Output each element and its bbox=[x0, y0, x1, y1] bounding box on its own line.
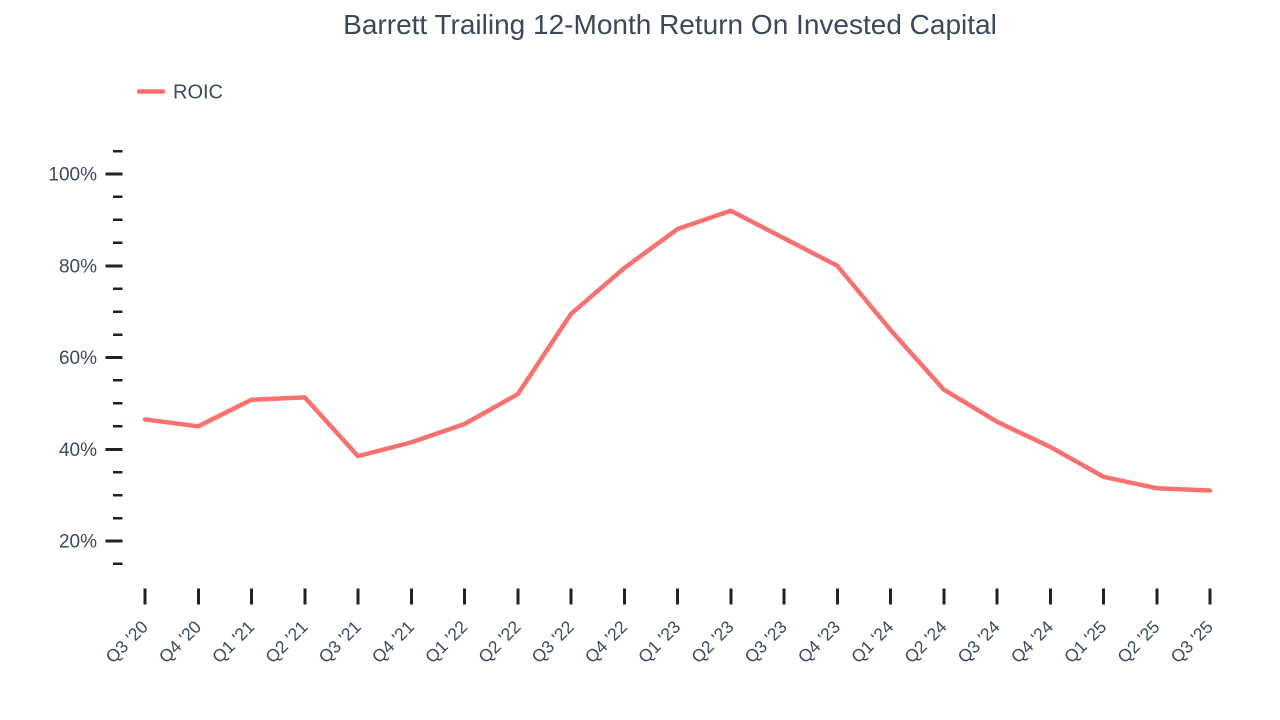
x-axis-label: Q2 '23 bbox=[687, 617, 737, 667]
x-axis-label: Q2 '24 bbox=[900, 616, 950, 666]
x-axis-label: Q2 '25 bbox=[1113, 617, 1163, 667]
x-axis-label: Q3 '24 bbox=[954, 616, 1004, 666]
x-axis-label: Q2 '22 bbox=[474, 617, 524, 667]
x-axis-label: Q2 '21 bbox=[261, 617, 311, 667]
x-axis-label: Q1 '22 bbox=[421, 617, 471, 667]
y-axis: 100% 80% 60% 40% 20% bbox=[48, 149, 123, 566]
x-axis-label: Q3 '25 bbox=[1167, 617, 1217, 667]
x-axis-label: Q1 '21 bbox=[208, 617, 258, 667]
y-axis-label: 60% bbox=[59, 348, 97, 369]
x-axis-label: Q3 '21 bbox=[315, 617, 365, 667]
chart-title: Barrett Trailing 12-Month Return On Inve… bbox=[343, 9, 997, 40]
x-axis-label: Q3 '23 bbox=[741, 617, 791, 667]
x-axis: Q3 '20 Q4 '20 Q1 '21 Q2 '21 Q3 '21 Q4 '21 Q1 '… bbox=[102, 588, 1217, 667]
x-axis-label: Q4 '24 bbox=[1007, 616, 1057, 666]
x-axis-label: Q3 '22 bbox=[528, 617, 578, 667]
x-axis-label: Q4 '23 bbox=[794, 617, 844, 667]
x-axis-label: Q4 '22 bbox=[581, 617, 631, 667]
y-axis-label: 100% bbox=[48, 165, 97, 186]
x-axis-label: Q4 '21 bbox=[368, 617, 418, 667]
legend-label: ROIC bbox=[173, 82, 223, 104]
legend: ROIC bbox=[136, 82, 223, 104]
x-axis-label: Q4 '20 bbox=[155, 616, 205, 666]
y-axis-label: 80% bbox=[59, 256, 97, 277]
x-axis-label: Q1 '23 bbox=[634, 617, 684, 667]
x-axis-label: Q1 '24 bbox=[847, 616, 897, 666]
y-axis-label: 20% bbox=[59, 532, 97, 553]
y-axis-label: 40% bbox=[59, 440, 97, 461]
x-axis-label: Q1 '25 bbox=[1060, 617, 1110, 667]
x-axis-label: Q3 '20 bbox=[102, 616, 152, 666]
roic-line bbox=[142, 208, 1213, 493]
